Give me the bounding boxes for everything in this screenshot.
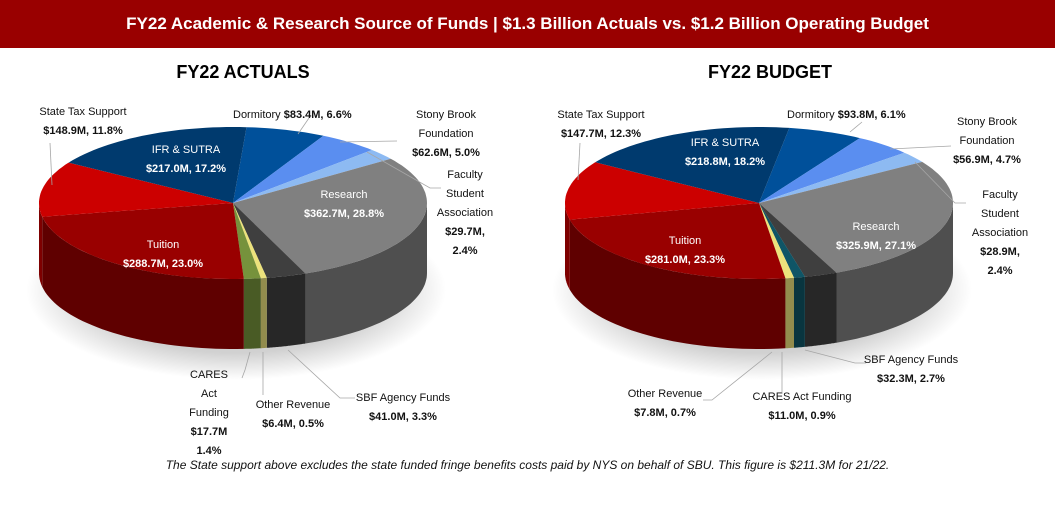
footnote: The State support above excludes the sta…: [165, 458, 890, 472]
slice-sbf-agency-funds: [759, 203, 837, 277]
slice-side-sbf-agency-funds: [804, 272, 837, 347]
slice-faculty-student-association: [759, 152, 923, 203]
slice-other-revenue: [759, 203, 794, 279]
slice-ifr-sutra: [595, 127, 790, 203]
slice-research: [759, 161, 953, 273]
leader-line: [914, 161, 966, 204]
leader-line: [889, 145, 952, 150]
leader-line: [297, 117, 310, 135]
slice-side-other-revenue: [785, 277, 794, 349]
slice-other-revenue: [233, 203, 267, 279]
label-state-tax-actuals: State Tax Support $148.9M, 11.8%: [39, 106, 127, 137]
label-cares-budget: CARES Act Funding $11.0M, 0.9%: [752, 391, 852, 422]
slice-side-state-tax-support: [565, 203, 570, 290]
slice-side-state-tax-support: [39, 203, 43, 287]
slice-side-sbf-agency-funds: [266, 273, 306, 348]
leader-line: [849, 121, 863, 133]
label-sb-foundation-actuals: Stony Brook Foundation $62.6M, 5.0%: [412, 109, 480, 159]
label-tuition-actuals: Tuition $288.7M, 23.0%: [122, 239, 204, 270]
label-other-revenue-actuals: Other Revenue $6.4M, 0.5%: [255, 399, 331, 430]
leader-line: [703, 351, 773, 401]
leader-lines: [49, 117, 966, 401]
label-tuition-budget: Tuition $281.0M, 23.3%: [644, 235, 726, 266]
slice-sbf-agency-funds: [233, 203, 306, 278]
slice-cares-act-funding: [759, 203, 805, 278]
slice-side-cares-act-funding: [794, 276, 805, 348]
slice-side-research: [836, 203, 953, 343]
slice-cares-act-funding: [233, 203, 261, 279]
slice-side-tuition: [42, 216, 244, 349]
label-dormitory-budget: Dormitory $93.8M, 6.1%: [787, 109, 906, 121]
label-ifr-budget: IFR & SUTRA $218.8M, 18.2%: [684, 137, 766, 168]
slice-dormitory: [759, 127, 860, 203]
label-cares-actuals: CARES Act Funding $17.7M 1.4%: [189, 369, 229, 457]
leader-line: [339, 140, 398, 143]
page-header: FY22 Academic & Research Source of Funds…: [0, 0, 1055, 48]
label-fsa-actuals: Faculty Student Association $29.7M, 2.4%: [436, 169, 494, 257]
leader-line: [241, 351, 251, 379]
leader-line: [366, 151, 441, 189]
label-other-revenue-budget: Other Revenue $7.8M, 0.7%: [627, 388, 703, 419]
slice-side-cares-act-funding: [243, 278, 261, 349]
slice-research: [233, 158, 427, 274]
budget-chart-title: FY22 BUDGET: [707, 62, 833, 82]
slice-faculty-student-association: [233, 150, 391, 203]
label-state-tax-budget: State Tax Support $147.7M, 12.3%: [557, 109, 645, 140]
slice-stony-brook-foundation: [759, 138, 905, 203]
slice-side-research: [305, 203, 427, 344]
slice-tuition: [569, 203, 786, 279]
actuals-chart-title: FY22 ACTUALS: [176, 62, 310, 82]
slice-ifr-sutra: [68, 127, 247, 203]
leader-line: [287, 349, 355, 399]
actuals-pie: [39, 127, 427, 349]
label-sb-foundation-budget: Stony Brook Foundation $56.9M, 4.7%: [953, 116, 1021, 166]
label-sbf-agency-actuals: SBF Agency Funds $41.0M, 3.3%: [355, 392, 451, 423]
leader-line: [804, 349, 866, 364]
slice-state-tax-support: [39, 162, 233, 217]
label-dormitory-actuals: Dormitory $83.4M, 6.6%: [233, 109, 352, 121]
label-research-actuals: Research $362.7M, 28.8%: [303, 189, 385, 220]
slice-dormitory: [233, 127, 324, 203]
slice-tuition: [42, 203, 244, 279]
budget-pie: [565, 127, 953, 349]
slice-side-other-revenue: [260, 277, 267, 349]
leader-line: [49, 142, 53, 186]
header-title: FY22 Academic & Research Source of Funds…: [126, 14, 929, 33]
slice-stony-brook-foundation: [233, 135, 372, 203]
slice-side-tuition: [569, 219, 786, 349]
label-sbf-agency-budget: SBF Agency Funds $32.3M, 2.7%: [863, 354, 959, 385]
label-ifr-actuals: IFR & SUTRA $217.0M, 17.2%: [145, 144, 227, 175]
label-fsa-budget: Faculty Student Association $28.9M, 2.4%: [971, 189, 1029, 277]
slice-state-tax-support: [565, 162, 759, 220]
leader-line: [577, 142, 581, 181]
label-research-budget: Research $325.9M, 27.1%: [835, 221, 917, 252]
